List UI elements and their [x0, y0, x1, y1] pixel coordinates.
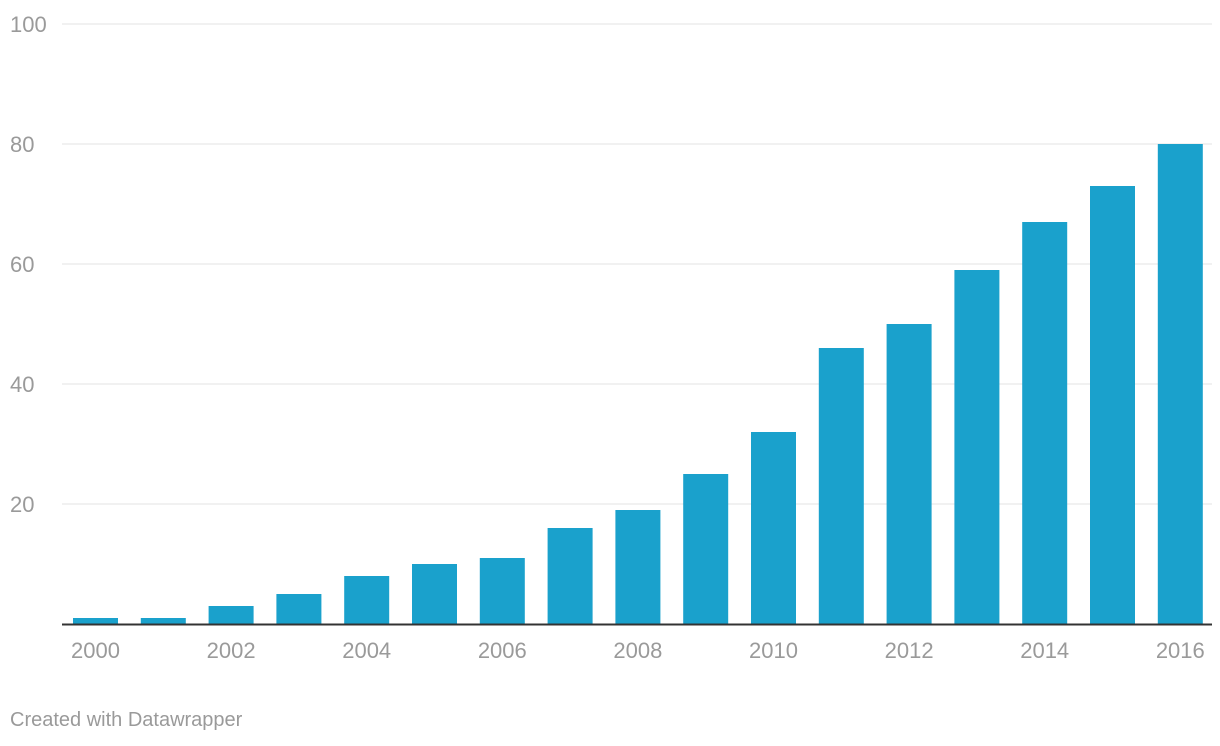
x-tick-labels: 2000 2002 2004 2006 2008 2010 2012 2014 2016	[71, 638, 1205, 663]
x-tick-label-2012: 2012	[885, 638, 934, 663]
bar-2009	[683, 474, 729, 624]
grid-lines	[62, 23, 1212, 505]
credit-text: Created with Datawrapper	[10, 709, 243, 731]
bar-2014	[1022, 222, 1068, 624]
bar-2010	[751, 432, 796, 624]
x-tick-label-2014: 2014	[1020, 638, 1069, 663]
y-tick-label-60: 60	[10, 252, 34, 277]
x-tick-label-2004: 2004	[342, 638, 391, 663]
bar-2013	[954, 270, 1000, 624]
bar-2004	[344, 576, 390, 624]
x-tick-label-2006: 2006	[478, 638, 527, 663]
bar-2000	[73, 618, 118, 624]
x-tick-label-2010: 2010	[749, 638, 798, 663]
bar-2001	[140, 618, 186, 624]
bar-2015	[1090, 186, 1135, 624]
y-tick-labels: 20 40 60 80 100	[10, 12, 47, 517]
bars	[73, 144, 1203, 624]
x-tick-label-2002: 2002	[207, 638, 256, 663]
bar-2008	[615, 510, 661, 624]
bar-2003	[276, 594, 322, 624]
x-tick-label-2000: 2000	[71, 638, 120, 663]
x-tick-label-2008: 2008	[613, 638, 662, 663]
bar-2007	[547, 528, 593, 624]
bar-2016	[1157, 144, 1203, 624]
bar-2002	[208, 606, 254, 624]
y-tick-label-40: 40	[10, 372, 34, 397]
y-tick-label-20: 20	[10, 492, 34, 517]
y-tick-label-100: 100	[10, 12, 47, 37]
x-tick-label-2016: 2016	[1156, 638, 1205, 663]
bar-2006	[479, 558, 525, 624]
y-tick-label-80: 80	[10, 132, 34, 157]
bar-2012	[886, 324, 932, 624]
bar-2005	[412, 564, 457, 624]
bar-2011	[818, 348, 864, 624]
